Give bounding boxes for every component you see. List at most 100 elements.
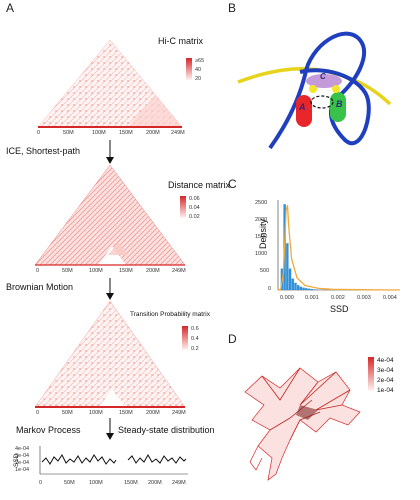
dist-tick-0: 0 — [36, 268, 39, 274]
distance-matrix-title: Distance matrix — [168, 180, 231, 190]
hist-bar — [296, 285, 300, 290]
tp-tick-249m: 249M — [172, 410, 186, 416]
tp-scale-mid: 0.4 — [191, 336, 199, 342]
legend-1e: 1e-04 — [377, 387, 394, 394]
panel-a-letter: A — [6, 1, 14, 15]
ssd-xtick-100m: 100M — [89, 480, 103, 486]
hist-bar — [307, 288, 311, 290]
hic-matrix — [37, 39, 183, 128]
dist-scale-max: 0.06 — [189, 196, 200, 202]
hist-xtick-1: 0.001 — [305, 295, 319, 301]
hic-tick-150m: 150M — [119, 130, 133, 136]
step1-label: ICE, Shortest-path — [6, 146, 80, 156]
hist-bar — [299, 286, 303, 290]
step3-result: Steady-state distribution — [118, 425, 215, 435]
blue-strand — [268, 31, 371, 150]
yellow-bead-left — [309, 85, 317, 93]
hist-xtick-3: 0.003 — [357, 295, 371, 301]
hist-ytick-0: 0 — [268, 286, 271, 292]
arrow-markov — [106, 418, 114, 440]
dist-tick-100m: 100M — [89, 268, 103, 274]
arrow-brownian — [106, 278, 114, 300]
legend-4e: 4e-04 — [377, 357, 394, 364]
hist-ytick-2000: 2000 — [255, 217, 267, 223]
dist-tick-150m: 150M — [119, 268, 133, 274]
yellow-bead-right — [332, 85, 340, 93]
step2-label: Brownian Motion — [6, 282, 73, 292]
ssd-xtick-150m: 150M — [124, 480, 138, 486]
ssd-xtick-0: 0 — [39, 480, 42, 486]
distance-color-scale: 0.06 0.04 0.02 — [180, 196, 200, 220]
hist-bar — [286, 243, 289, 290]
domain-a — [296, 95, 312, 127]
hist-ylabel: Density — [258, 218, 268, 249]
dist-tick-249m: 249M — [172, 268, 186, 274]
hic-matrix-title: Hi-C matrix — [158, 36, 203, 46]
hic-scale-mid: 40 — [195, 67, 201, 73]
hist-bar — [288, 268, 292, 290]
hist-ytick-500: 500 — [260, 268, 269, 274]
interaction-ellipse — [310, 95, 334, 109]
hist-xtick-4: 0.004 — [383, 295, 397, 301]
ssd-track-line-left — [41, 454, 117, 465]
hist-ytick-1000: 1000 — [255, 251, 267, 257]
hic-scale-min: 20 — [195, 76, 201, 82]
hist-bar — [310, 288, 313, 290]
tp-tick-100m: 100M — [89, 410, 103, 416]
ssd-ytick-3e: 3e-04 — [15, 453, 29, 459]
hist-bar — [291, 278, 294, 290]
domain-b-label: B — [336, 99, 343, 109]
dist-scale-min: 0.02 — [189, 214, 200, 220]
hist-bar — [302, 287, 305, 290]
dist-tick-200m: 200M — [146, 268, 160, 274]
ssd-xtick-50m: 50M — [64, 480, 75, 486]
3d-structure-plot — [244, 367, 361, 481]
legend-3e: 3e-04 — [377, 367, 394, 374]
transition-matrix-title: Transition Probability matrix — [130, 311, 211, 318]
hic-tick-50m: 50M — [63, 130, 74, 136]
hist-bar — [294, 282, 297, 290]
hist-density-line — [277, 205, 401, 291]
dist-scale-mid: 0.04 — [189, 205, 200, 211]
hic-tick-200m: 200M — [146, 130, 160, 136]
chromatin-loop-diagram: A B C — [237, 31, 392, 150]
transition-matrix — [34, 300, 186, 408]
hic-color-scale: ≥65 40 20 — [186, 58, 204, 82]
hist-bar — [315, 289, 319, 290]
structure-dense-core — [296, 405, 318, 420]
hic-x-axis: 0 50M 100M 150M 200M 249M — [37, 130, 185, 136]
ssd-histogram: 2500 2000 1500 1000 500 0 0.000 0.001 0.… — [255, 200, 401, 314]
tp-tick-150m: 150M — [119, 410, 133, 416]
hist-xtick-2: 0.002 — [331, 295, 345, 301]
transition-color-scale: 0.6 0.4 0.2 — [182, 326, 199, 352]
ssd-ytick-2e: 2e-04 — [15, 460, 29, 466]
tp-tick-50m: 50M — [62, 410, 73, 416]
ssd-track-line-right — [127, 453, 187, 464]
structure-outline — [244, 367, 361, 481]
hist-bar — [313, 289, 316, 290]
domain-c-label: C — [320, 72, 326, 81]
tp-scale-max: 0.6 — [191, 326, 199, 332]
structure-legend: 4e-04 3e-04 2e-04 1e-04 — [368, 357, 394, 394]
dist-tick-50m: 50M — [62, 268, 73, 274]
ssd-track-ylabel: SSD — [13, 453, 20, 467]
ssd-xtick-200m: 200M — [148, 480, 162, 486]
tp-tick-0: 0 — [36, 410, 39, 416]
structure-tail — [249, 445, 263, 471]
hist-ytick-1500: 1500 — [255, 234, 267, 240]
panel-c-letter: C — [228, 177, 237, 191]
ssd-xtick-249m: 249M — [172, 480, 186, 486]
panel-b-letter: B — [228, 1, 236, 15]
hist-xlabel: SSD — [330, 304, 349, 314]
tp-scale-min: 0.2 — [191, 346, 199, 352]
hist-ytick-2500: 2500 — [255, 200, 267, 206]
arrow-ice — [106, 140, 114, 164]
ssd-track: SSD 4e-04 3e-04 2e-04 1e-04 0 50M 100M 1… — [13, 446, 188, 486]
hist-bar — [305, 288, 308, 290]
structure-legend-bar — [368, 357, 374, 391]
ssd-ytick-4e: 4e-04 — [15, 446, 29, 452]
hic-tick-0: 0 — [37, 130, 40, 136]
distance-matrix — [34, 164, 186, 266]
legend-2e: 2e-04 — [377, 377, 394, 384]
